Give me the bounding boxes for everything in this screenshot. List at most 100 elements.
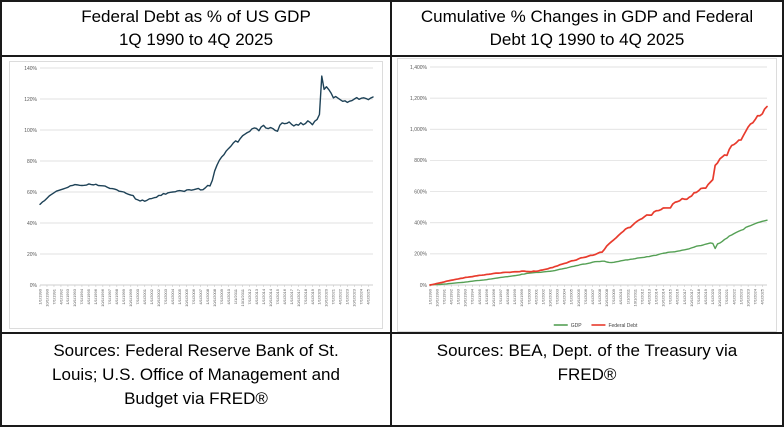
left-source-line3: Budget via FRED®: [124, 389, 268, 409]
svg-text:7/1/2006: 7/1/2006: [583, 288, 588, 304]
svg-text:7/1/2024: 7/1/2024: [359, 288, 364, 304]
svg-text:60%: 60%: [27, 189, 38, 195]
svg-text:1/1/1993: 1/1/1993: [65, 288, 70, 304]
svg-text:10/1/2023: 10/1/2023: [745, 288, 750, 307]
svg-text:4/1/2004: 4/1/2004: [170, 288, 175, 304]
svg-text:10/1/1990: 10/1/1990: [434, 288, 439, 307]
svg-text:GDP: GDP: [571, 322, 583, 328]
svg-text:Federal Debt: Federal Debt: [608, 322, 638, 328]
svg-text:1/1/2020: 1/1/2020: [317, 288, 322, 304]
left-source-line2: Louis; U.S. Office of Management and: [52, 365, 340, 385]
svg-text:10/1/2014: 10/1/2014: [661, 288, 666, 307]
svg-text:1,200%: 1,200%: [410, 95, 428, 101]
debt-pct-gdp-chart: 0% 20% 40% 60% 80% 100% 120% 140% 1/1/1990 10/1/1…: [9, 60, 383, 329]
svg-text:4/1/1992: 4/1/1992: [449, 288, 454, 304]
svg-text:4/1/2007: 4/1/2007: [198, 288, 203, 304]
svg-text:4/1/2001: 4/1/2001: [142, 288, 147, 304]
svg-text:10/1/1990: 10/1/1990: [44, 288, 49, 307]
svg-text:140%: 140%: [24, 65, 37, 71]
svg-text:10/1/2014: 10/1/2014: [268, 288, 273, 307]
svg-text:4/1/2022: 4/1/2022: [338, 288, 343, 304]
svg-text:1/1/2002: 1/1/2002: [540, 288, 545, 304]
svg-text:1/1/2023: 1/1/2023: [345, 288, 350, 304]
svg-text:1/1/2023: 1/1/2023: [738, 288, 743, 304]
svg-text:1/1/1996: 1/1/1996: [484, 288, 489, 304]
svg-text:1/1/2005: 1/1/2005: [569, 288, 574, 304]
svg-text:7/1/2009: 7/1/2009: [219, 288, 224, 304]
svg-text:7/1/2018: 7/1/2018: [696, 288, 701, 304]
svg-text:1/1/1999: 1/1/1999: [121, 288, 126, 304]
left-chart-title-line1: Federal Debt as % of US GDP: [81, 7, 311, 27]
svg-text:10/1/2005: 10/1/2005: [184, 288, 189, 307]
svg-text:4/1/2022: 4/1/2022: [731, 288, 736, 304]
svg-text:10/1/2002: 10/1/2002: [547, 288, 552, 307]
svg-text:1/1/2008: 1/1/2008: [205, 288, 210, 304]
svg-text:10/1/2020: 10/1/2020: [717, 288, 722, 307]
svg-text:4/1/1995: 4/1/1995: [477, 288, 482, 304]
svg-text:10/1/2017: 10/1/2017: [689, 288, 694, 307]
svg-text:10/1/2008: 10/1/2008: [212, 288, 217, 307]
svg-text:4/1/2004: 4/1/2004: [562, 288, 567, 304]
svg-text:10/1/2017: 10/1/2017: [296, 288, 301, 307]
svg-text:4/1/2010: 4/1/2010: [618, 288, 623, 304]
left-chart-title-line2: 1Q 1990 to 4Q 2025: [118, 29, 274, 49]
left-panel-title-cell: Federal Debt as % of US GDP 1Q 1990 to 4…: [2, 2, 392, 57]
svg-text:10/1/2005: 10/1/2005: [576, 288, 581, 307]
left-source-cell: Sources: Federal Reserve Bank of St. Lou…: [2, 334, 392, 425]
right-chart-title-line1: Cumulative % Changes in GDP and Federal: [420, 7, 754, 27]
cumulative-changes-line-chart-svg: 0% 200% 400% 600% 800% 1,000% 1,200% 1,400% 1/1/…: [410, 64, 768, 328]
svg-text:4/1/2013: 4/1/2013: [646, 288, 651, 304]
svg-text:1/1/1996: 1/1/1996: [93, 288, 98, 304]
svg-text:7/1/2000: 7/1/2000: [526, 288, 531, 304]
svg-text:4/1/2019: 4/1/2019: [310, 288, 315, 304]
svg-text:1/1/2014: 1/1/2014: [654, 288, 659, 304]
svg-text:10/1/2008: 10/1/2008: [604, 288, 609, 307]
svg-text:4/1/1992: 4/1/1992: [58, 288, 63, 304]
svg-text:0%: 0%: [420, 282, 428, 288]
svg-text:4/1/2016: 4/1/2016: [282, 288, 287, 304]
svg-text:7/1/2012: 7/1/2012: [639, 288, 644, 304]
svg-text:4/1/2025: 4/1/2025: [760, 288, 765, 304]
svg-text:10/1/1996: 10/1/1996: [100, 288, 105, 307]
svg-text:1/1/2011: 1/1/2011: [625, 288, 630, 304]
svg-text:1/1/1990: 1/1/1990: [427, 288, 432, 304]
svg-text:7/1/2003: 7/1/2003: [555, 288, 560, 304]
right-source-line2: FRED®: [557, 365, 617, 385]
svg-text:7/1/1991: 7/1/1991: [441, 288, 446, 304]
svg-text:10/1/1999: 10/1/1999: [128, 288, 133, 307]
svg-text:10/1/1993: 10/1/1993: [72, 288, 77, 307]
right-panel-title-cell: Cumulative % Changes in GDP and Federal …: [392, 2, 782, 57]
svg-text:4/1/2016: 4/1/2016: [675, 288, 680, 304]
svg-text:1,400%: 1,400%: [410, 64, 428, 70]
svg-text:7/1/2018: 7/1/2018: [303, 288, 308, 304]
svg-text:100%: 100%: [24, 127, 37, 133]
svg-text:10/1/1993: 10/1/1993: [463, 288, 468, 307]
svg-text:1/1/2014: 1/1/2014: [261, 288, 266, 304]
svg-text:4/1/1998: 4/1/1998: [505, 288, 510, 304]
svg-text:4/1/2007: 4/1/2007: [590, 288, 595, 304]
svg-text:10/1/2020: 10/1/2020: [324, 288, 329, 307]
svg-text:10/1/2011: 10/1/2011: [632, 288, 637, 306]
left-source-line1: Sources: Federal Reserve Bank of St.: [53, 341, 339, 360]
svg-text:7/1/2009: 7/1/2009: [611, 288, 616, 304]
svg-text:4/1/2013: 4/1/2013: [254, 288, 259, 304]
svg-text:1/1/2020: 1/1/2020: [710, 288, 715, 304]
svg-text:120%: 120%: [24, 96, 37, 102]
svg-text:10/1/2023: 10/1/2023: [352, 288, 357, 307]
svg-text:40%: 40%: [27, 220, 38, 226]
left-chart-cell: 0% 20% 40% 60% 80% 100% 120% 140% 1/1/1990 10/1/1…: [2, 57, 392, 334]
svg-text:1/1/1993: 1/1/1993: [456, 288, 461, 304]
svg-text:80%: 80%: [27, 158, 38, 164]
svg-text:1/1/1990: 1/1/1990: [37, 288, 42, 304]
svg-text:4/1/2025: 4/1/2025: [366, 288, 371, 304]
right-chart-cell: 0% 200% 400% 600% 800% 1,000% 1,200% 1,400% 1/1/…: [392, 57, 782, 334]
right-source-line1: Sources: BEA, Dept. of the Treasury via: [436, 341, 738, 360]
svg-text:4/1/2010: 4/1/2010: [226, 288, 231, 304]
svg-text:0%: 0%: [30, 282, 38, 288]
svg-text:1/1/2008: 1/1/2008: [597, 288, 602, 304]
svg-text:800%: 800%: [414, 158, 427, 164]
svg-text:1/1/2002: 1/1/2002: [149, 288, 154, 304]
svg-text:400%: 400%: [414, 220, 427, 226]
cumulative-changes-chart: 0% 200% 400% 600% 800% 1,000% 1,200% 1,400% 1/1/…: [397, 57, 777, 332]
